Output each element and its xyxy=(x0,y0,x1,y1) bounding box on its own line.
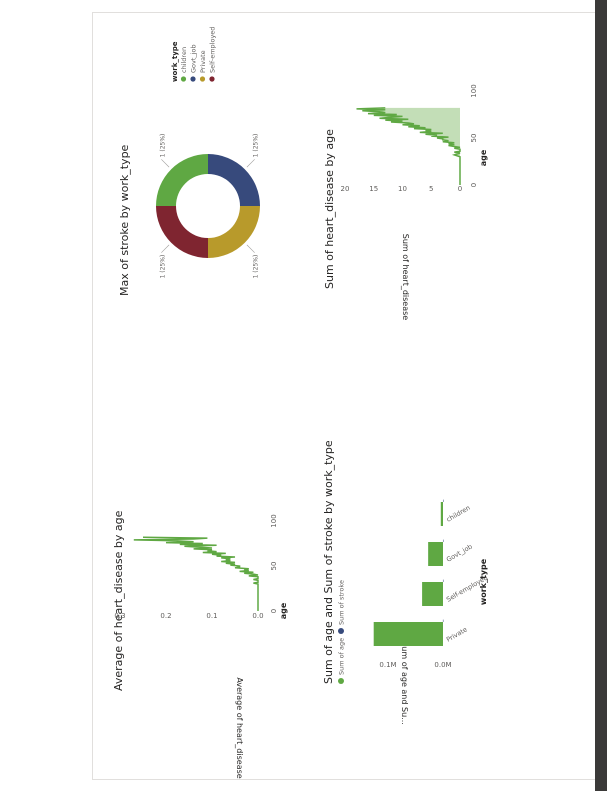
donut-chart: 1 (25%) 1 (25%) 1 (25%) 1 (25%) xyxy=(156,134,260,279)
data-label: 1 (25%) xyxy=(253,255,260,279)
data-label-leader xyxy=(161,159,170,168)
legend-item: Private xyxy=(199,50,207,73)
data-label-leader xyxy=(246,244,255,253)
chart-title: Sum of heart_disease by age xyxy=(323,129,336,289)
y-tick-label: 0.1 xyxy=(206,612,217,620)
legend-item: Sum of age xyxy=(338,638,346,675)
x-tick-label: 50 xyxy=(270,562,278,571)
series-line xyxy=(356,107,461,185)
x-axis-title: age xyxy=(279,602,288,619)
y-tick-label: 0.0 xyxy=(252,612,263,620)
legend-title: work_type xyxy=(171,41,179,82)
x-tick-label: 0 xyxy=(270,609,278,613)
legend-item: Sum of stroke xyxy=(338,580,346,625)
plot-area xyxy=(356,107,461,185)
x-tick-label: children xyxy=(445,504,472,524)
legend-marker xyxy=(209,76,215,82)
legend: work_type children Govt_job Private Self-em… xyxy=(171,27,217,82)
y-axis-title: Sum of age and Su... xyxy=(400,641,409,725)
y-tick-label: 10 xyxy=(398,185,407,193)
legend-marker xyxy=(190,76,196,82)
donut-slice-govt-job xyxy=(208,154,260,206)
x-tick-label: 0 xyxy=(470,183,478,187)
series-line xyxy=(133,536,259,611)
y-tick-label: 0 xyxy=(458,185,462,193)
data-label: 1 (25%) xyxy=(253,134,260,158)
y-axis-ticks: 0.0 0.1 0.2 0.3 xyxy=(114,612,263,620)
visual-average-heart-disease-by-age[interactable]: Average of heart_disease by age 0.00.10.… xyxy=(112,510,288,778)
bar xyxy=(373,622,444,646)
visual-sum-age-stroke-by-work-type[interactable]: Sum of age and Sum of stroke by work_typ… xyxy=(322,440,489,725)
data-label-leader xyxy=(161,244,170,253)
data-label-leader xyxy=(246,159,255,168)
area-fill xyxy=(356,107,460,185)
legend-marker xyxy=(180,76,187,82)
y-tick-label: 0.3 xyxy=(114,612,125,620)
y-tick-label: 5 xyxy=(429,185,433,193)
legend-marker xyxy=(338,678,344,684)
chart-title: Sum of age and Sum of stroke by work_typ… xyxy=(322,440,335,684)
chart-title: Max of stroke by work_type xyxy=(118,144,131,296)
donut-slice-private xyxy=(208,206,260,258)
bar xyxy=(422,582,444,606)
report-canvas-border xyxy=(92,12,595,780)
legend-item: Govt_job xyxy=(190,44,198,73)
x-axis-ticks: 0 50 100 xyxy=(270,514,278,613)
y-tick-label: 0.0M xyxy=(434,661,451,669)
bar xyxy=(442,499,444,502)
donut-slice-children xyxy=(156,154,208,206)
legend-marker xyxy=(199,76,206,82)
bar xyxy=(440,502,443,526)
y-axis-ticks: 0.0M 0.1M xyxy=(379,661,451,669)
y-tick-label: 15 xyxy=(369,185,378,193)
x-axis-title: age xyxy=(479,149,488,166)
chart-title: Average of heart_disease by age xyxy=(112,510,125,691)
x-axis-ticks: 0 50 100 xyxy=(470,84,478,187)
bar xyxy=(442,619,444,622)
legend-item: Self-employed xyxy=(209,27,217,73)
bar xyxy=(442,579,444,582)
legend-marker xyxy=(338,628,344,634)
legend: Sum of age Sum of stroke xyxy=(338,580,346,684)
y-axis-title: Average of heart_disease xyxy=(235,677,244,778)
window-scrollbar[interactable] xyxy=(595,0,607,791)
data-label: 1 (25%) xyxy=(159,134,166,158)
legend-item: children xyxy=(180,47,188,73)
visual-max-stroke-by-work-type[interactable]: Max of stroke by work_type 1 (25%) 1 (25%… xyxy=(118,27,260,296)
visual-sum-heart-disease-by-age[interactable]: Sum of heart_disease by age 0 5 10 15 20 0 50… xyxy=(323,84,488,320)
data-label: 1 (25%) xyxy=(159,255,166,279)
x-tick-label: 50 xyxy=(470,134,478,143)
donut-slice-self-employed xyxy=(156,206,208,258)
x-axis-title: work_type xyxy=(479,558,488,605)
x-tick-label: Private xyxy=(445,625,469,643)
bar xyxy=(442,539,444,542)
x-tick-label: 100 xyxy=(470,84,478,97)
x-tick-label: Govt_job xyxy=(445,543,474,564)
plot-area xyxy=(133,536,259,611)
y-tick-label: 0.2 xyxy=(160,612,171,620)
y-axis-title: Sum of heart_disease xyxy=(401,234,410,321)
y-axis-ticks: 0 5 10 15 20 xyxy=(341,185,463,193)
bar xyxy=(428,542,443,566)
y-tick-label: 20 xyxy=(341,185,350,193)
y-tick-label: 0.1M xyxy=(379,661,396,669)
x-tick-label: 100 xyxy=(270,514,278,527)
